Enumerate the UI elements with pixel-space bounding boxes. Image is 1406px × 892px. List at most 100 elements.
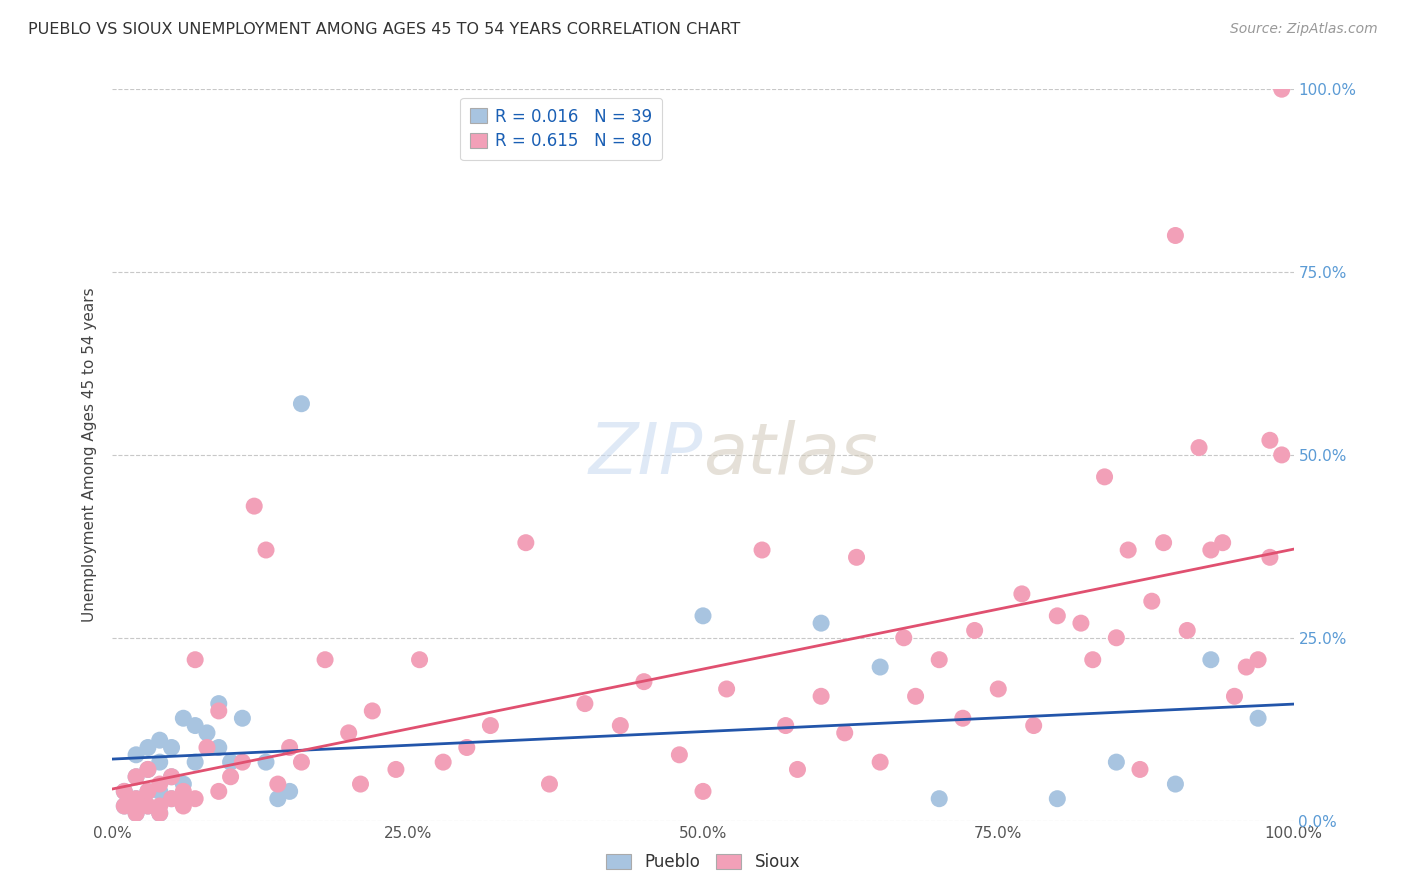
Point xyxy=(149,784,172,798)
Point xyxy=(184,653,207,667)
Point xyxy=(1070,616,1092,631)
Point xyxy=(609,718,631,732)
Point xyxy=(149,799,172,814)
Point xyxy=(479,718,502,732)
Point xyxy=(786,763,808,777)
Point xyxy=(1094,470,1116,484)
Point xyxy=(1164,228,1187,243)
Point xyxy=(172,777,194,791)
Point xyxy=(1081,653,1104,667)
Point xyxy=(112,799,135,814)
Point xyxy=(290,397,312,411)
Point xyxy=(184,718,207,732)
Point xyxy=(810,690,832,704)
Point xyxy=(125,747,148,762)
Point xyxy=(1247,653,1270,667)
Point xyxy=(810,616,832,631)
Point xyxy=(172,711,194,725)
Point xyxy=(987,681,1010,696)
Point xyxy=(1046,791,1069,805)
Point xyxy=(112,799,135,814)
Point xyxy=(125,791,148,805)
Point xyxy=(963,624,986,638)
Point xyxy=(349,777,371,791)
Text: ZIP: ZIP xyxy=(589,420,703,490)
Point xyxy=(267,777,290,791)
Point xyxy=(160,740,183,755)
Point xyxy=(361,704,384,718)
Point xyxy=(751,543,773,558)
Point xyxy=(952,711,974,725)
Point xyxy=(208,740,231,755)
Point xyxy=(136,784,159,798)
Point xyxy=(538,777,561,791)
Point xyxy=(160,791,183,805)
Point xyxy=(290,755,312,769)
Point xyxy=(668,747,690,762)
Point xyxy=(1223,690,1246,704)
Point xyxy=(172,799,194,814)
Point xyxy=(1022,718,1045,732)
Point xyxy=(337,726,360,740)
Text: Source: ZipAtlas.com: Source: ZipAtlas.com xyxy=(1230,22,1378,37)
Point xyxy=(692,784,714,798)
Point xyxy=(432,755,454,769)
Point xyxy=(254,543,277,558)
Point xyxy=(149,777,172,791)
Point xyxy=(408,653,430,667)
Point xyxy=(692,608,714,623)
Point xyxy=(136,740,159,755)
Point xyxy=(219,770,242,784)
Point xyxy=(267,791,290,805)
Point xyxy=(195,740,218,755)
Point xyxy=(112,784,135,798)
Point xyxy=(574,697,596,711)
Point xyxy=(149,733,172,747)
Point xyxy=(136,784,159,798)
Point xyxy=(1199,543,1222,558)
Point xyxy=(208,784,231,798)
Point xyxy=(136,799,159,814)
Point xyxy=(184,755,207,769)
Point xyxy=(136,763,159,777)
Point xyxy=(208,704,231,718)
Point xyxy=(869,755,891,769)
Point xyxy=(515,535,537,549)
Point xyxy=(149,806,172,821)
Point xyxy=(172,784,194,798)
Point xyxy=(928,653,950,667)
Point xyxy=(125,806,148,821)
Point xyxy=(893,631,915,645)
Point xyxy=(160,770,183,784)
Point xyxy=(160,770,183,784)
Point xyxy=(125,770,148,784)
Point xyxy=(254,755,277,769)
Point xyxy=(1153,535,1175,549)
Point xyxy=(1105,755,1128,769)
Point xyxy=(845,550,868,565)
Point xyxy=(1105,631,1128,645)
Point xyxy=(314,653,336,667)
Point xyxy=(385,763,408,777)
Point xyxy=(1271,82,1294,96)
Point xyxy=(1175,624,1198,638)
Point xyxy=(869,660,891,674)
Point xyxy=(834,726,856,740)
Text: atlas: atlas xyxy=(703,420,877,490)
Point xyxy=(1116,543,1139,558)
Point xyxy=(1212,535,1234,549)
Point xyxy=(1271,448,1294,462)
Y-axis label: Unemployment Among Ages 45 to 54 years: Unemployment Among Ages 45 to 54 years xyxy=(82,287,97,623)
Legend: Pueblo, Sioux: Pueblo, Sioux xyxy=(598,845,808,880)
Point xyxy=(184,791,207,805)
Point xyxy=(1011,587,1033,601)
Point xyxy=(1188,441,1211,455)
Point xyxy=(125,791,148,805)
Point xyxy=(136,763,159,777)
Point xyxy=(1258,550,1281,565)
Point xyxy=(195,726,218,740)
Point xyxy=(278,740,301,755)
Point xyxy=(1258,434,1281,448)
Point xyxy=(775,718,797,732)
Point xyxy=(112,784,135,798)
